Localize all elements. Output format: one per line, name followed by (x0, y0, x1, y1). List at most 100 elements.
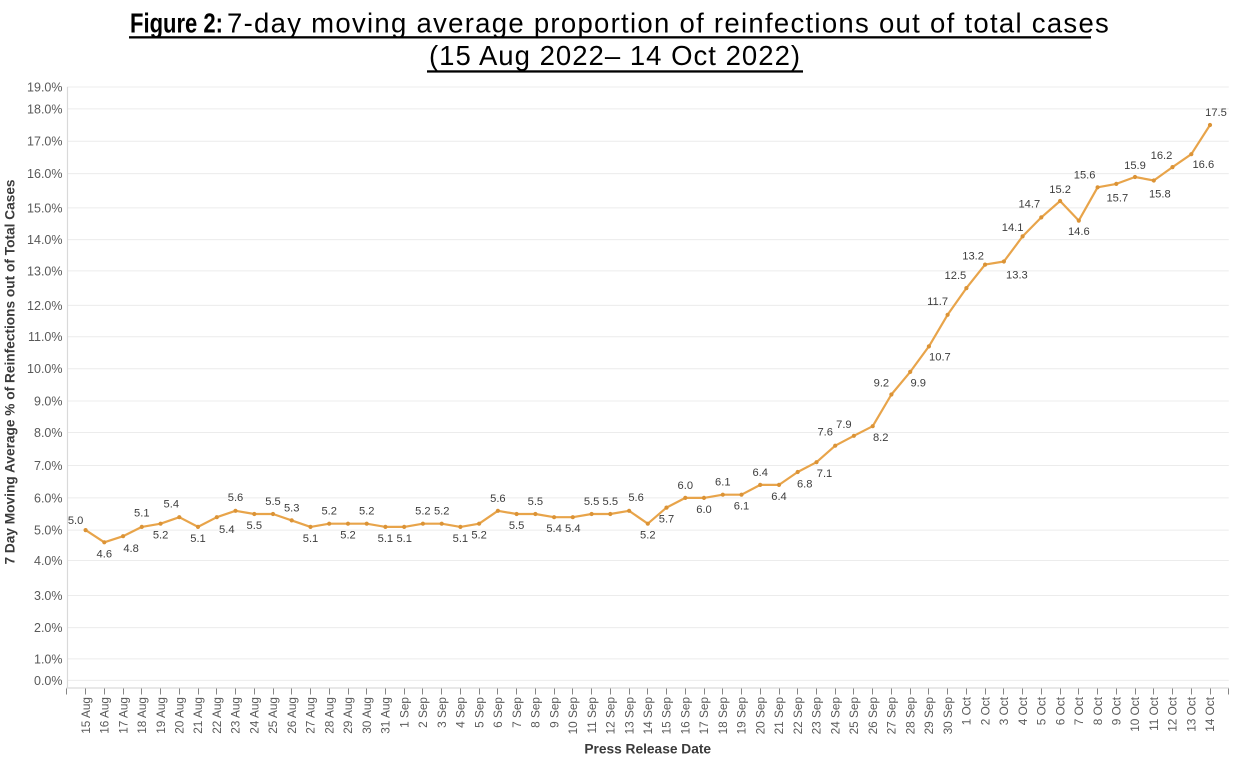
svg-text:24 Sep: 24 Sep (828, 697, 842, 735)
svg-text:11 Oct: 11 Oct (1147, 696, 1161, 731)
svg-text:23 Aug: 23 Aug (229, 697, 243, 734)
svg-text:15.2: 15.2 (1049, 184, 1071, 196)
svg-text:7.1: 7.1 (817, 468, 833, 480)
svg-text:5.5: 5.5 (247, 520, 263, 532)
svg-text:17.5: 17.5 (1205, 107, 1227, 119)
svg-text:9.2: 9.2 (874, 378, 890, 390)
svg-text:27 Sep: 27 Sep (885, 697, 899, 735)
svg-text:Press Release Date: Press Release Date (584, 742, 711, 757)
svg-text:11 Sep: 11 Sep (585, 697, 599, 734)
svg-text:18 Aug: 18 Aug (135, 697, 149, 734)
svg-text:15.0%: 15.0% (27, 201, 62, 215)
svg-text:14.1: 14.1 (1002, 222, 1024, 234)
svg-text:3.0%: 3.0% (34, 589, 63, 603)
svg-text:2 Sep: 2 Sep (416, 697, 430, 728)
svg-text:25 Sep: 25 Sep (847, 697, 861, 735)
svg-text:4 Sep: 4 Sep (454, 697, 468, 728)
svg-text:1 Sep: 1 Sep (397, 697, 411, 728)
svg-text:19.0%: 19.0% (27, 80, 62, 94)
svg-text:29 Sep: 29 Sep (922, 697, 936, 735)
svg-text:5.4: 5.4 (565, 523, 581, 535)
svg-text:5.1: 5.1 (396, 533, 412, 545)
svg-text:28 Aug: 28 Aug (322, 697, 336, 734)
svg-text:5.5: 5.5 (584, 496, 600, 508)
svg-text:12.0%: 12.0% (27, 299, 62, 313)
svg-text:25 Aug: 25 Aug (266, 697, 280, 734)
svg-text:8 Sep: 8 Sep (529, 697, 543, 728)
svg-text:1.0%: 1.0% (34, 652, 63, 666)
svg-text:16.0%: 16.0% (27, 167, 62, 181)
svg-text:14.7: 14.7 (1018, 198, 1040, 210)
svg-text:14.6: 14.6 (1068, 226, 1090, 238)
svg-text:7.9: 7.9 (836, 419, 852, 431)
svg-text:9.9: 9.9 (910, 377, 926, 389)
svg-text:6.0: 6.0 (696, 504, 712, 516)
svg-text:10.0%: 10.0% (27, 362, 62, 376)
svg-text:19 Sep: 19 Sep (735, 697, 749, 735)
svg-text:31 Aug: 31 Aug (379, 697, 393, 734)
svg-text:22 Aug: 22 Aug (210, 697, 224, 734)
svg-text:14 Oct: 14 Oct (1203, 696, 1217, 731)
svg-text:6.1: 6.1 (715, 477, 731, 489)
svg-text:16.2: 16.2 (1151, 150, 1173, 162)
svg-text:5.2: 5.2 (340, 530, 356, 542)
svg-text:5.5: 5.5 (265, 496, 281, 508)
svg-text:4.8: 4.8 (123, 543, 139, 555)
svg-text:19 Aug: 19 Aug (154, 697, 168, 734)
svg-text:18 Sep: 18 Sep (716, 697, 730, 735)
svg-text:18.0%: 18.0% (27, 102, 62, 116)
svg-text:15 Sep: 15 Sep (660, 697, 674, 735)
svg-text:13 Oct: 13 Oct (1185, 696, 1199, 731)
svg-text:1 Oct: 1 Oct (960, 696, 974, 725)
svg-text:6.4: 6.4 (771, 491, 787, 503)
svg-text:7 Oct: 7 Oct (1072, 696, 1086, 725)
svg-text:4.0%: 4.0% (34, 554, 63, 568)
svg-text:20 Aug: 20 Aug (173, 697, 187, 734)
svg-text:5.1: 5.1 (134, 507, 150, 519)
svg-text:5.1: 5.1 (378, 533, 394, 545)
svg-text:16 Aug: 16 Aug (98, 697, 112, 734)
svg-text:5.2: 5.2 (415, 506, 431, 518)
svg-text:23 Sep: 23 Sep (810, 697, 824, 735)
svg-text:8.2: 8.2 (873, 432, 889, 444)
svg-text:11.0%: 11.0% (28, 330, 63, 344)
svg-text:5.2: 5.2 (434, 506, 450, 518)
svg-text:Figure 2:: Figure 2: (130, 8, 223, 39)
svg-text:5.4: 5.4 (546, 523, 562, 535)
svg-text:5.1: 5.1 (190, 533, 206, 545)
svg-text:5.2: 5.2 (359, 506, 375, 518)
svg-text:6 Sep: 6 Sep (491, 697, 505, 728)
svg-text:8 Oct: 8 Oct (1091, 696, 1105, 725)
svg-text:16 Sep: 16 Sep (679, 697, 693, 735)
svg-text:7 Day Moving Average % of Rein: 7 Day Moving Average % of Reinfections o… (3, 179, 18, 564)
svg-text:5.2: 5.2 (640, 530, 656, 542)
svg-text:(15 Aug 2022– 14 Oct 2022): (15 Aug 2022– 14 Oct 2022) (429, 40, 801, 71)
svg-text:5 Oct: 5 Oct (1035, 696, 1049, 725)
svg-text:13 Sep: 13 Sep (622, 697, 636, 735)
svg-text:29 Aug: 29 Aug (341, 697, 355, 734)
svg-text:15 Aug: 15 Aug (79, 697, 93, 734)
svg-text:20 Sep: 20 Sep (753, 697, 767, 735)
svg-text:21 Sep: 21 Sep (772, 697, 786, 735)
svg-text:11.7: 11.7 (927, 296, 948, 308)
svg-text:5.6: 5.6 (228, 492, 244, 504)
svg-text:5.5: 5.5 (528, 496, 544, 508)
svg-text:9.0%: 9.0% (34, 394, 63, 408)
svg-text:5.3: 5.3 (284, 502, 300, 514)
svg-text:6.4: 6.4 (752, 467, 768, 479)
svg-text:2 Oct: 2 Oct (978, 696, 992, 725)
svg-text:27 Aug: 27 Aug (304, 697, 318, 734)
svg-text:10 Oct: 10 Oct (1128, 696, 1142, 731)
svg-text:6 Oct: 6 Oct (1053, 696, 1067, 725)
svg-text:3 Oct: 3 Oct (997, 696, 1011, 725)
svg-text:13.2: 13.2 (962, 251, 984, 263)
svg-text:17 Sep: 17 Sep (697, 697, 711, 735)
svg-text:3 Sep: 3 Sep (435, 697, 449, 728)
svg-text:0.0%: 0.0% (34, 674, 63, 688)
svg-text:4.6: 4.6 (97, 548, 113, 560)
svg-text:9 Oct: 9 Oct (1110, 696, 1124, 725)
svg-text:16.6: 16.6 (1192, 159, 1214, 171)
svg-text:7.6: 7.6 (817, 427, 833, 439)
svg-text:5.1: 5.1 (303, 533, 319, 545)
svg-text:22 Sep: 22 Sep (791, 697, 805, 735)
